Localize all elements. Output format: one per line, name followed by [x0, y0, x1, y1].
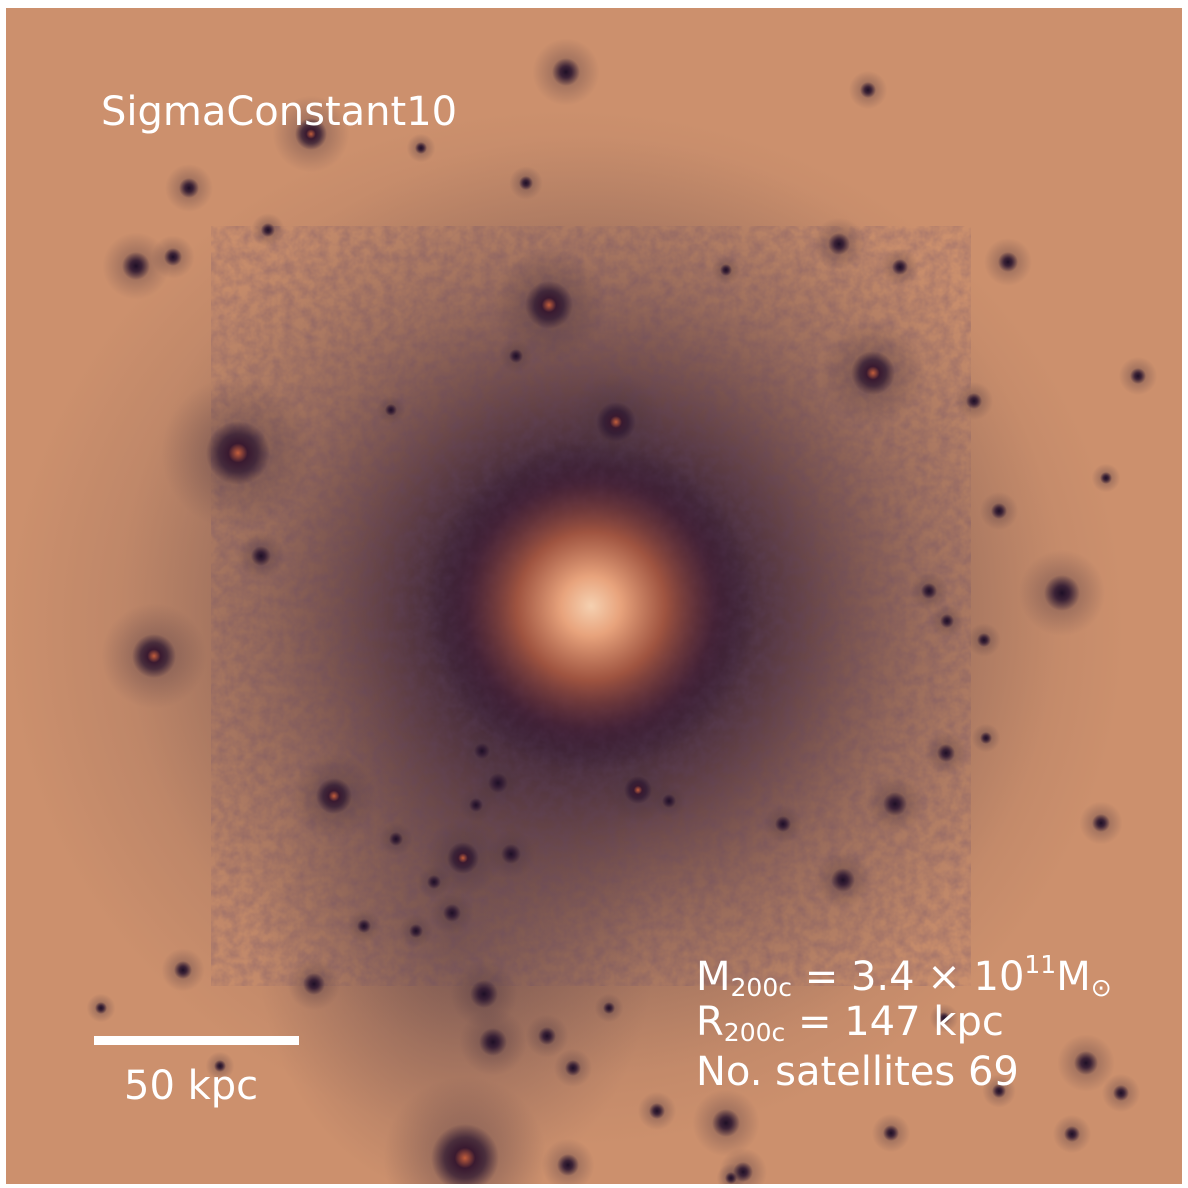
satellite: [261, 223, 275, 237]
satellite: [775, 816, 791, 832]
satellite: [966, 393, 982, 409]
satellite: [415, 142, 427, 154]
satellites-label: No. satellites: [696, 1049, 968, 1095]
mass-exponent: 11: [1024, 950, 1057, 979]
satellite: [443, 904, 461, 922]
satellite: [883, 792, 907, 816]
satellite: [991, 503, 1007, 519]
satellite: [174, 961, 192, 979]
satellite: [132, 634, 176, 678]
satellite: [831, 868, 855, 892]
radius-subscript: 200c: [723, 1018, 786, 1047]
satellite: [980, 732, 992, 744]
satellite: [427, 875, 441, 889]
satellite: [624, 776, 652, 804]
satellite: [977, 633, 991, 647]
satellite: [1113, 1085, 1129, 1101]
satellite: [206, 421, 270, 485]
satellite: [1100, 472, 1112, 484]
satellite: [303, 973, 325, 995]
scale-bar-label: 50 kpc: [124, 1063, 259, 1109]
satellite: [552, 58, 580, 86]
satellite: [712, 1109, 740, 1137]
satellite: [316, 778, 352, 814]
satellite: [474, 743, 490, 759]
satellite: [992, 1084, 1006, 1098]
satellite: [940, 614, 954, 628]
satellite: [883, 1125, 899, 1141]
satellite: [720, 264, 732, 276]
radius-line: R200c = 147 kpc: [696, 1002, 1112, 1052]
radius-symbol: R: [696, 999, 724, 1045]
mass-line: M200c = 3.4 × 1011M⊙: [696, 952, 1112, 1002]
scale-bar: [94, 1036, 299, 1045]
satellite: [538, 1027, 556, 1045]
satellite: [937, 744, 955, 762]
radius-unit: kpc: [920, 999, 1004, 1045]
satellite: [122, 252, 150, 280]
satellite: [1074, 1051, 1098, 1075]
radius-equals: =: [785, 999, 845, 1045]
density-map: [6, 8, 1182, 1184]
satellite: [828, 233, 850, 255]
satellite: [525, 281, 573, 329]
simulation-title: SigmaConstant10: [101, 89, 458, 135]
satellite: [519, 176, 533, 190]
mass-subscript: 200c: [730, 973, 792, 1002]
satellites-count: 69: [967, 1049, 1019, 1095]
satellite: [565, 1060, 581, 1076]
radius-value: 147: [844, 999, 921, 1045]
mass-unit-subscript: ⊙: [1090, 973, 1112, 1002]
satellite: [179, 178, 199, 198]
mass-symbol: M: [696, 954, 731, 1000]
satellite: [596, 402, 636, 442]
satellite: [662, 794, 676, 808]
satellite: [603, 1002, 615, 1014]
simulation-image: SigmaConstant10 50 kpc M200c = 3.4 × 101…: [6, 8, 1182, 1184]
satellite: [214, 1060, 226, 1072]
satellite: [649, 1103, 665, 1119]
satellites-line: No. satellites 69: [696, 1052, 1112, 1102]
satellite: [938, 1012, 950, 1024]
satellite: [1044, 575, 1080, 611]
mass-unit: M: [1056, 954, 1091, 1000]
satellite: [860, 82, 876, 98]
satellite: [357, 919, 371, 933]
satellite: [1092, 814, 1110, 832]
satellite: [851, 351, 895, 395]
satellite: [409, 924, 423, 938]
satellite-group: [86, 38, 1158, 1184]
satellite: [469, 798, 483, 812]
satellite: [725, 1172, 737, 1184]
satellite: [921, 583, 937, 599]
satellite: [447, 842, 479, 874]
mass-equals: =: [791, 954, 851, 1000]
halo-info: M200c = 3.4 × 1011M⊙ R200c = 147 kpc No.…: [696, 952, 1112, 1102]
satellite: [892, 259, 908, 275]
satellite: [488, 773, 508, 793]
satellite: [385, 404, 397, 416]
satellite: [95, 1002, 107, 1014]
satellite: [479, 1028, 507, 1056]
satellite: [251, 546, 271, 566]
satellite: [389, 832, 403, 846]
mass-value: 3.4: [850, 954, 915, 1000]
satellite: [164, 248, 182, 266]
satellite: [509, 349, 523, 363]
satellite: [431, 1124, 499, 1184]
satellite: [1064, 1126, 1080, 1142]
satellite: [470, 980, 498, 1008]
satellite: [295, 118, 327, 150]
satellite: [501, 844, 521, 864]
satellite: [998, 252, 1018, 272]
mass-times: × 10: [914, 954, 1025, 1000]
satellite: [1130, 368, 1146, 384]
satellite: [557, 1154, 579, 1176]
